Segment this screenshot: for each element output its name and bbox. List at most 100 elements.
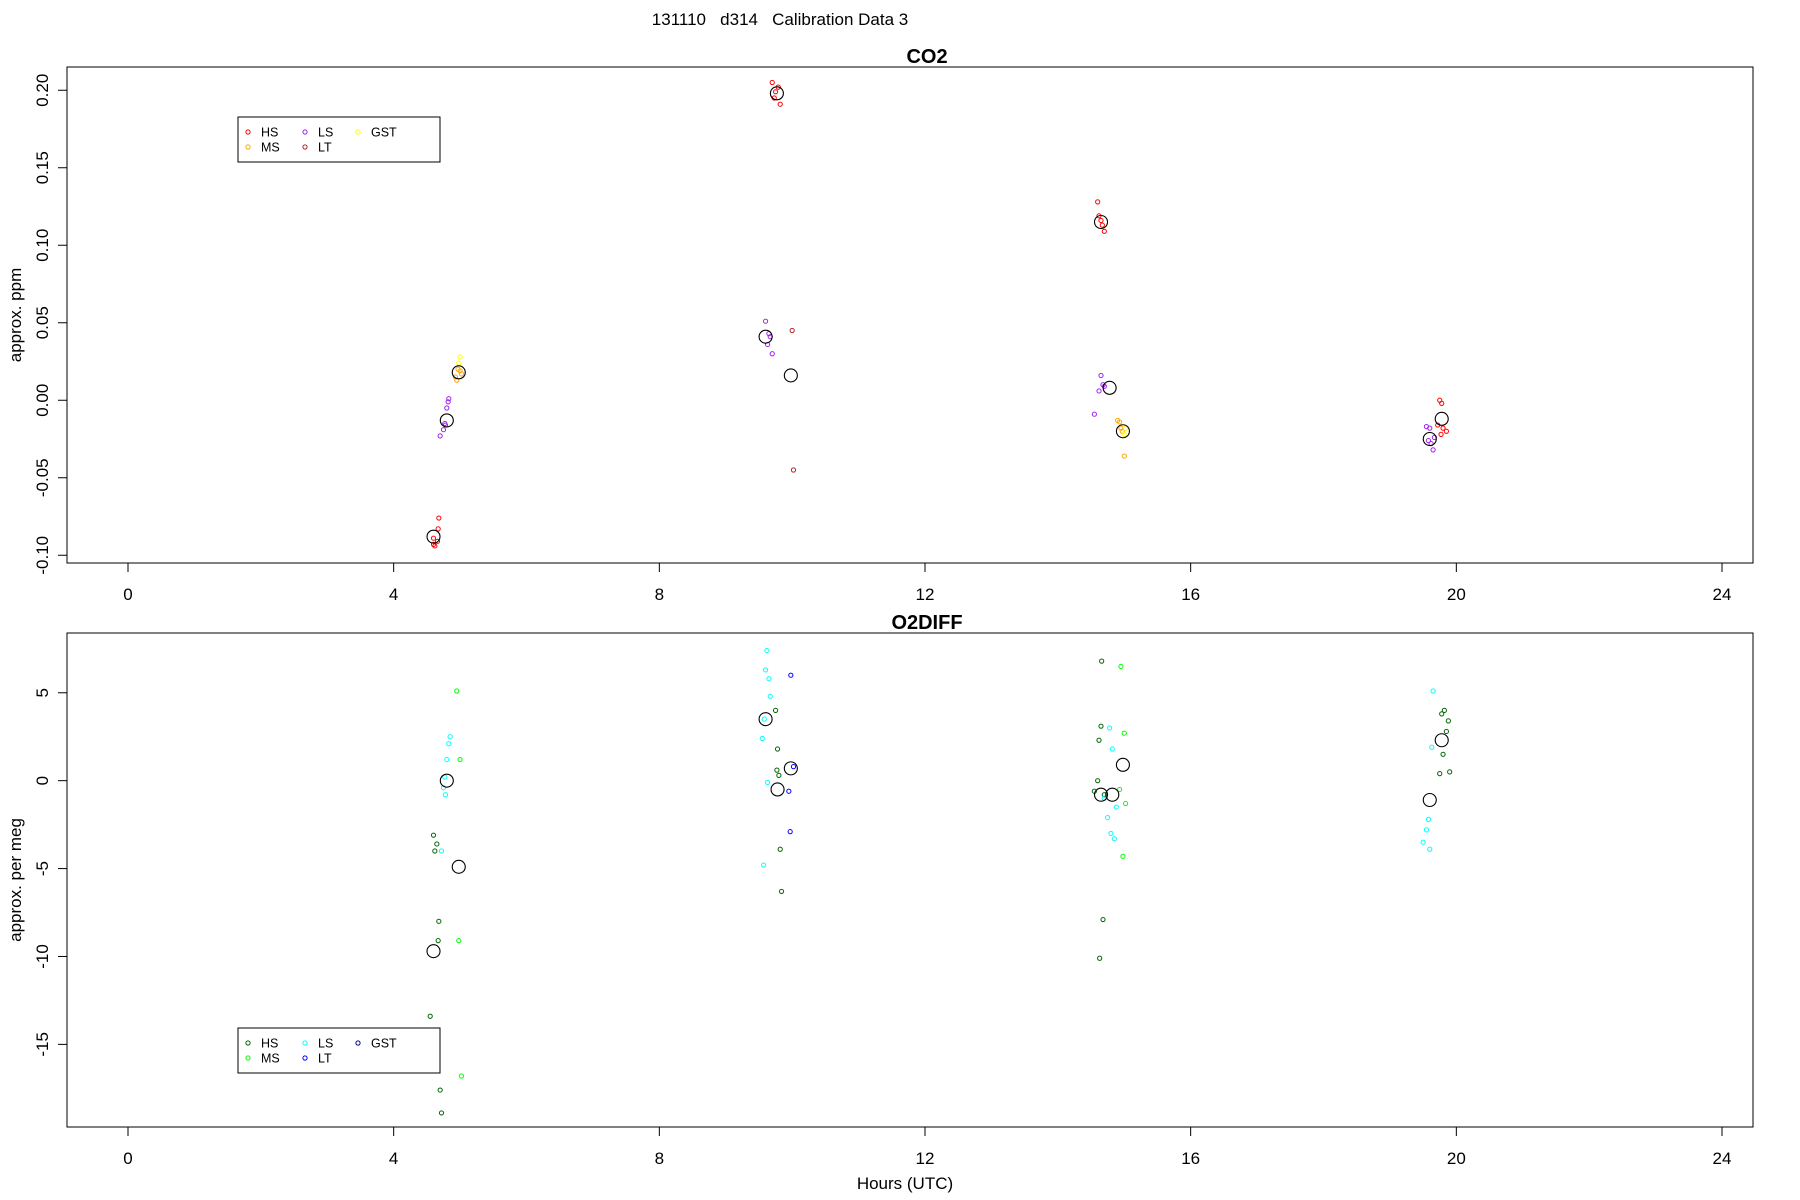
chart-panel-o2diff: O2DIFF 0 4 8 12 16 20 24 -15 -10 -5 0 5 approx. per m… (6, 612, 1754, 1193)
legend-label: MS (261, 141, 280, 155)
data-point-ls (1108, 830, 1114, 837)
data-point-ms (456, 938, 462, 944)
data-point-gst (1121, 431, 1127, 437)
data-point-ls (1429, 744, 1435, 750)
x-tick-label: 20 (1447, 585, 1466, 604)
y-tick-label: -10 (33, 944, 52, 969)
mean-point (439, 773, 454, 788)
data-point-hs (1101, 792, 1107, 798)
y-tick-label: 0.15 (33, 151, 52, 184)
y-axis-title: approx. per meg (6, 818, 25, 942)
y-axis-title: approx. ppm (6, 268, 25, 363)
data-point-ms (1120, 853, 1126, 859)
data-point-lt (789, 327, 795, 334)
legend-label: LS (318, 1037, 333, 1051)
data-point-ls (1420, 839, 1426, 845)
data-point-hs (1437, 771, 1443, 777)
data-point-ls (1113, 804, 1119, 810)
data-point-ls (767, 693, 773, 699)
data-point-hs (774, 767, 780, 773)
data-point-ls (1427, 425, 1433, 431)
mean-point (1422, 792, 1437, 808)
data-point-hs (435, 938, 441, 944)
legend-label: LT (318, 141, 332, 155)
data-point-hs (1439, 400, 1445, 406)
legend-label: HS (261, 126, 278, 140)
mean-point (1093, 787, 1109, 802)
y-tick-label: 0.10 (33, 229, 52, 262)
data-point-hs (1439, 711, 1445, 717)
mean-point (783, 368, 798, 383)
data-point-ls (1107, 725, 1113, 731)
mean-point (451, 859, 466, 874)
data-point-ls (764, 647, 770, 654)
data-point-ls (766, 676, 772, 682)
x-tick-label: 16 (1181, 585, 1200, 604)
data-point-hs (1440, 751, 1446, 757)
data-point-hs (772, 89, 779, 95)
data-point-hs (1095, 778, 1101, 784)
data-point-hs (432, 848, 438, 854)
data-point-ls (438, 848, 445, 854)
data-point-hs (774, 746, 781, 752)
data-point-ms (458, 371, 465, 377)
mean-point (770, 782, 785, 797)
data-point-ms (458, 1073, 465, 1079)
legend-marker (245, 1040, 251, 1046)
data-point-hs (1096, 737, 1102, 743)
data-point-hs (438, 1110, 445, 1116)
mean-point (439, 413, 454, 428)
data-point-ls (761, 716, 767, 722)
legend-marker (245, 129, 251, 135)
data-point-hs (1100, 916, 1106, 923)
legend-label: MS (261, 1052, 280, 1066)
x-axis-title: Hours (UTC) (857, 1174, 953, 1193)
data-point-lt (790, 764, 797, 770)
data-point-hs (776, 772, 782, 778)
legend-marker (302, 1055, 308, 1061)
data-point-ls (1109, 746, 1115, 752)
x-tick-label: 24 (1713, 1149, 1732, 1168)
data-point-ls (761, 862, 767, 868)
x-tick-label: 16 (1181, 1149, 1200, 1168)
data-point-hs (435, 526, 441, 532)
data-point-ls (764, 779, 771, 786)
mean-point (1434, 411, 1449, 426)
data-point-hs (1443, 428, 1449, 434)
data-point-lt (786, 788, 792, 794)
legend-label: LT (318, 1052, 332, 1066)
data-point-ls (769, 351, 775, 357)
data-point-hs (427, 1013, 433, 1019)
x-tick-label: 8 (655, 585, 664, 604)
data-point-ls (442, 420, 448, 427)
data-point-ms (457, 368, 463, 374)
data-point-hs (1441, 707, 1447, 713)
data-point-ls (444, 756, 450, 763)
data-point-ls (1091, 411, 1097, 417)
mean-point (1422, 431, 1437, 447)
data-point-ls (444, 405, 450, 411)
data-point-ms (1117, 786, 1123, 793)
data-point-hs (1438, 431, 1444, 437)
legend-marker (355, 129, 361, 135)
chart-panel-co2: CO2 0 4 8 12 16 20 24 -0.10 -0.05 0.00 0.05 0.10 0.15… (6, 46, 1754, 604)
y-tick-label: 0.20 (33, 74, 52, 107)
legend-label: GST (371, 126, 397, 140)
y-tick-label: 0 (33, 776, 52, 785)
data-point-gst (1122, 425, 1129, 431)
data-point-ls (446, 396, 452, 402)
x-tick-label: 0 (123, 585, 132, 604)
data-point-hs (1098, 723, 1104, 729)
mean-point (426, 944, 441, 959)
data-point-hs (430, 832, 437, 838)
y-tick-label: 0.05 (33, 306, 52, 339)
data-point-lt (787, 829, 793, 835)
legend-box (237, 1027, 441, 1074)
data-point-ms (1121, 453, 1127, 459)
mean-point (758, 712, 773, 727)
data-point-hs (436, 515, 442, 521)
data-point-ls (1430, 688, 1436, 694)
data-point-lt (790, 467, 797, 473)
data-point-hs (1101, 228, 1107, 234)
